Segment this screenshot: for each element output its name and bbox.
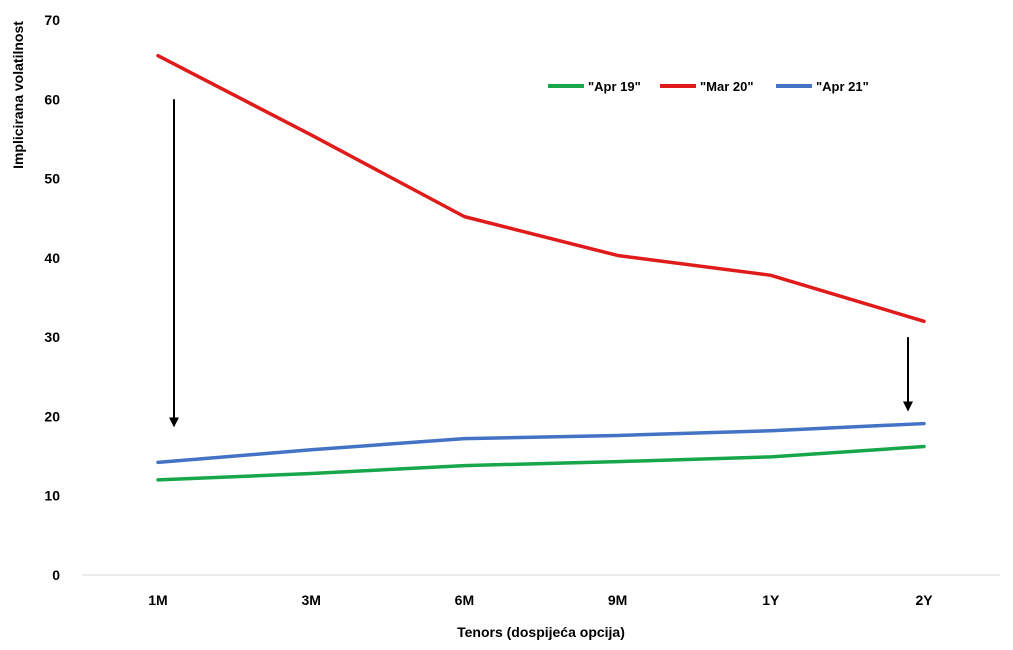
x-tick-label: 2Y <box>915 592 933 608</box>
series-line-1 <box>156 53 926 324</box>
series-line-0 <box>156 444 926 482</box>
y-axis-title: Implicirana volatilnost <box>10 21 26 169</box>
x-axis-title: Tenors (dospijeća opcija) <box>457 624 625 640</box>
x-tick-label: 1Y <box>762 592 780 608</box>
x-tick-label: 9M <box>608 592 627 608</box>
y-tick-label: 40 <box>44 250 60 266</box>
x-tick-label: 3M <box>301 592 320 608</box>
series-line-2 <box>156 421 926 465</box>
y-tick-label: 30 <box>44 329 60 345</box>
x-tick-label: 6M <box>455 592 474 608</box>
series-lines <box>156 53 926 482</box>
y-tick-label: 60 <box>44 91 60 107</box>
annotation-arrows <box>169 99 913 428</box>
y-tick-label: 70 <box>44 12 60 28</box>
x-tick-label: 1M <box>148 592 167 608</box>
legend: "Apr 19" "Mar 20" "Apr 21" <box>548 79 869 94</box>
y-tick-label: 0 <box>52 567 60 583</box>
y-axis-ticks: 0 10 20 30 40 50 60 70 <box>44 12 60 583</box>
y-tick-label: 10 <box>44 488 60 504</box>
y-tick-label: 20 <box>44 408 60 424</box>
legend-label: "Apr 21" <box>816 79 869 94</box>
y-tick-label: 50 <box>44 171 60 187</box>
x-axis-ticks: 1M 3M 6M 9M 1Y 2Y <box>148 592 933 608</box>
legend-label: "Apr 19" <box>588 79 641 94</box>
legend-label: "Mar 20" <box>700 79 754 94</box>
